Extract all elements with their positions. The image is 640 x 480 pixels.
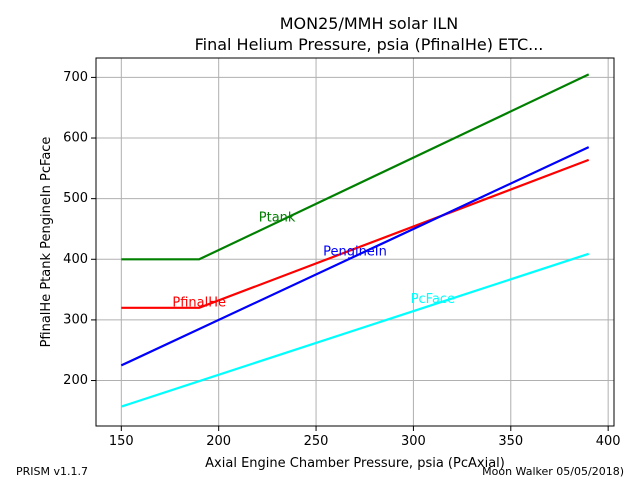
y-tick-label: 400 bbox=[63, 252, 88, 267]
plot-frame bbox=[95, 57, 615, 427]
y-tick-label: 700 bbox=[63, 70, 88, 85]
footer-author-date: Moon Walker 05/05/2018) bbox=[482, 465, 624, 478]
series-annotation-penginein: PengineIn bbox=[323, 245, 387, 260]
x-tick-label: 350 bbox=[498, 434, 523, 449]
chart-title-line-1: MON25/MMH solar ILN bbox=[280, 14, 458, 33]
footer-version: PRISM v1.1.7 bbox=[16, 465, 88, 478]
series-annotation-pcface: PcFace bbox=[411, 292, 455, 307]
x-tick-label: 200 bbox=[206, 434, 231, 449]
x-tick-label: 300 bbox=[401, 434, 426, 449]
x-tick-label: 250 bbox=[304, 434, 329, 449]
series-line-penginein bbox=[120, 146, 590, 367]
x-tick-label: 400 bbox=[596, 434, 621, 449]
y-tick-label: 300 bbox=[63, 312, 88, 327]
y-tick-label: 500 bbox=[63, 191, 88, 206]
series-line-pfinalhe bbox=[121, 158, 590, 309]
x-axis-label: Axial Engine Chamber Pressure, psia (PcA… bbox=[205, 456, 505, 471]
series-line-pcface bbox=[120, 252, 590, 408]
y-axis-label: PfinalHe Ptank PengineIn PcFace bbox=[39, 137, 54, 348]
y-tick-label: 600 bbox=[63, 131, 88, 146]
chart-title-line-2: Final Helium Pressure, psia (PfinalHe) E… bbox=[195, 35, 544, 54]
y-tick-label: 200 bbox=[63, 373, 88, 388]
x-tick-label: 150 bbox=[109, 434, 134, 449]
series-annotation-ptank: Ptank bbox=[259, 211, 296, 226]
series-line-ptank bbox=[121, 73, 590, 261]
series-annotation-pfinalhe: PfinalHe bbox=[172, 295, 226, 310]
